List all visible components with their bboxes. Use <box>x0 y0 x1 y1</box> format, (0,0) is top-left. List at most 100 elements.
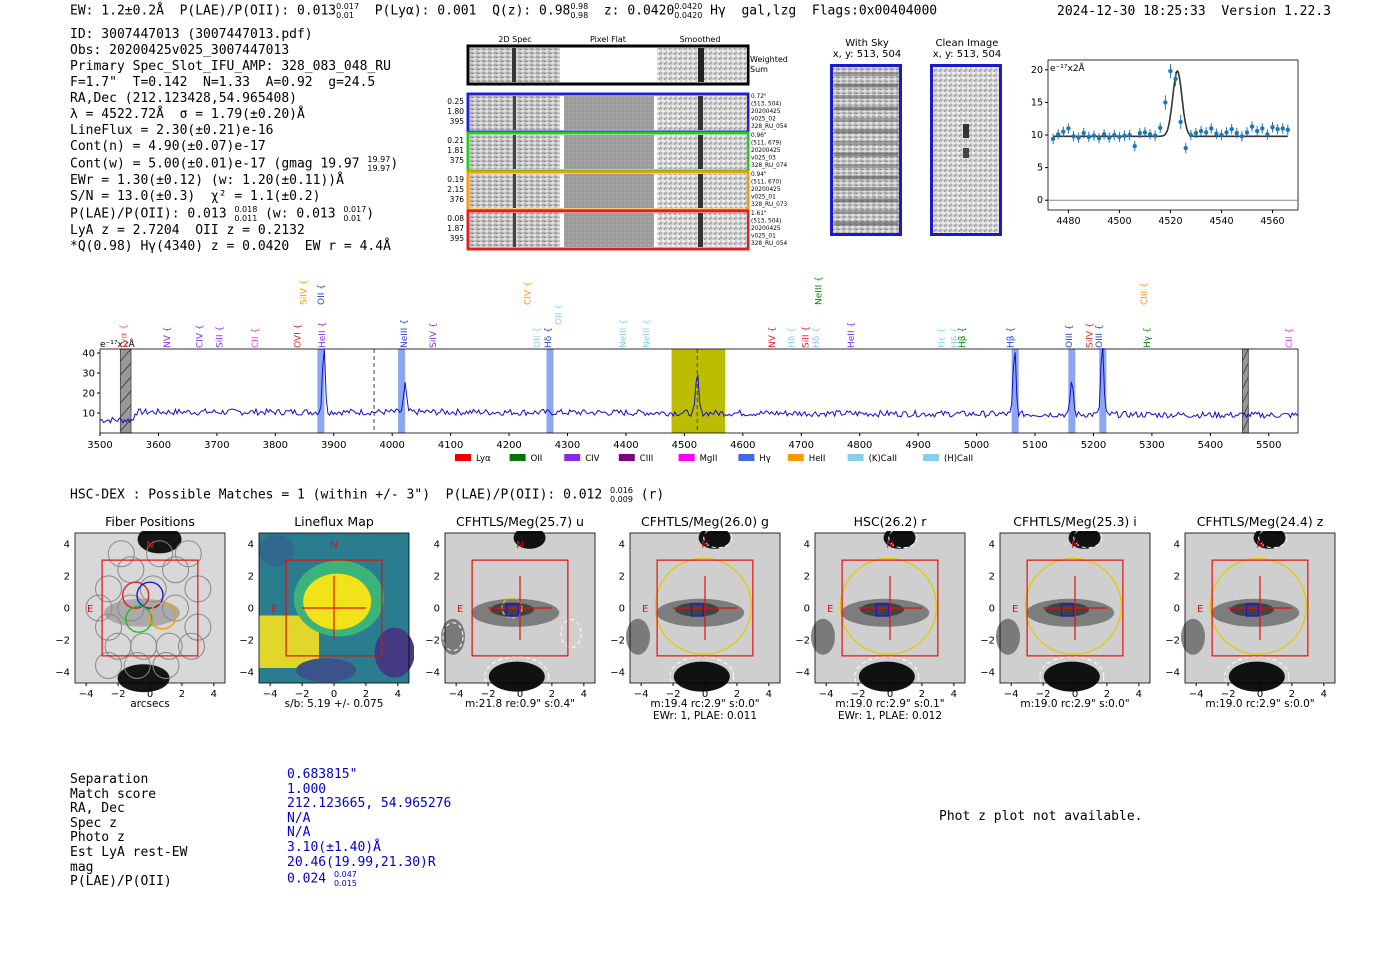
fit-data-point <box>1147 132 1153 137</box>
spec-xtick-label: 3900 <box>321 440 346 451</box>
panel-xtick-label: 4 <box>1321 689 1327 700</box>
emission-line-label: Hβ { <box>1006 327 1016 348</box>
legend-swatch <box>564 454 581 461</box>
cutout-smoothed-trace <box>698 213 703 247</box>
emission-line-label: Hδ { <box>950 327 960 348</box>
detection-info: ID: 3007447013 (3007447013.pdf) Obs: 202… <box>70 27 398 255</box>
legend-label: Lyα <box>476 454 491 464</box>
fit-ytick-label: 15 <box>1031 97 1043 108</box>
panel-ytick-label: 0 <box>619 604 625 615</box>
search-box <box>101 559 199 657</box>
emission-line-label: NeIII { <box>400 319 410 348</box>
compass-east: E <box>642 604 648 615</box>
fiber-circle <box>146 540 174 568</box>
cutout-pixelflat <box>564 213 654 247</box>
line-highlight-band <box>398 349 406 433</box>
legend-swatch <box>618 454 635 461</box>
cutout-line-trace <box>513 96 516 130</box>
emission-line-label: SiIV { <box>429 322 439 348</box>
emission-line-label: NV { <box>768 327 778 348</box>
fit-data-point <box>1117 134 1122 140</box>
info-lya-z: LyA z = 2.7204 OII z = 0.2132 <box>70 223 305 238</box>
fiber-circle <box>95 575 123 603</box>
panel-xtick-label: 4 <box>581 689 587 700</box>
panel-xtick-label: −2 <box>481 689 496 700</box>
masked-hatch <box>120 348 132 362</box>
fit-data-point <box>1275 126 1280 132</box>
fit-data-point <box>1244 130 1250 135</box>
summary-label: Match score <box>70 786 157 802</box>
compass-east: E <box>1197 604 1203 615</box>
summary-label: mag <box>70 859 94 875</box>
panel-xtick-label: 2 <box>363 689 369 700</box>
cutout-smoothed-trace <box>698 96 703 130</box>
emission-line-label: CIV { <box>195 324 205 348</box>
panel-title: CFHTLS/Meg(25.7) u <box>456 514 584 529</box>
fiber-circle <box>123 651 151 679</box>
header-plae-range: 0.017 0.01 <box>336 2 360 20</box>
bright-source <box>1043 661 1100 692</box>
cutout-right-label: (513, 504) <box>751 219 781 225</box>
panel-ytick-label: −4 <box>795 667 810 678</box>
fiber-circle-blue <box>136 581 164 609</box>
sky-stripe <box>834 129 898 134</box>
fit-plot-area <box>1047 59 1299 211</box>
compass-north: N <box>330 540 337 551</box>
emission-line-label: SiII { <box>216 326 226 348</box>
fit-data-point <box>1270 124 1275 130</box>
flux-blob <box>258 534 295 567</box>
cutout-left-label: 375 <box>450 156 465 165</box>
spec-xtick-label: 4200 <box>496 440 521 451</box>
panel-xtick-label: 2 <box>549 689 555 700</box>
summary-value: N/A <box>287 825 311 841</box>
spec-xtick-label: 5000 <box>964 440 989 451</box>
fit-data-point <box>1056 132 1061 137</box>
sky-stripe <box>834 187 898 191</box>
emission-line-label: NeIII { <box>815 276 825 305</box>
image-panel: Fiber Positions N E −4 −2 0 2 4 −4 −2 0 2 4 arcsecs <box>55 511 230 726</box>
panel-ytick-label: −2 <box>425 635 440 646</box>
panel-xtick-label: −4 <box>819 689 834 700</box>
fiber-circle <box>85 594 113 622</box>
info-lambda: λ = 4522.72Å σ = 1.79(±0.20)Å <box>70 107 305 122</box>
image-panel: CFHTLS/Meg(25.3) i N E −4 −2 0 2 4 −4 −2 0 2 4 m:19.0… <box>980 511 1155 726</box>
masked-hatch <box>1242 376 1249 390</box>
panel-yaxis: −4 −2 0 2 4 <box>610 540 625 679</box>
spec-ytick-label: 20 <box>82 389 95 400</box>
bright-source <box>513 531 546 549</box>
panel-xtick-label: 2 <box>734 689 740 700</box>
panel-image: N E −4 −2 0 2 4 <box>258 532 414 700</box>
info-radec: RA,Dec (212.123428,54.965408) <box>70 91 297 106</box>
fit-data-point <box>1081 130 1086 136</box>
emission-line-label: Hδ { <box>787 327 797 348</box>
cutout-right-label: 20200425 <box>751 109 781 115</box>
panel-xtick-label: −2 <box>1036 689 1051 700</box>
panel-xtick-label: 2 <box>1289 689 1295 700</box>
spec-xtick-label: 3700 <box>204 440 229 451</box>
fit-data-point <box>1163 100 1168 105</box>
panel-ytick-label: −4 <box>610 667 625 678</box>
summary-value: 1.000 <box>287 781 327 797</box>
search-box <box>285 559 383 657</box>
spec-xtick-label: 5400 <box>1198 440 1223 451</box>
fit-data-point <box>1127 132 1132 138</box>
spec-xtick-label: 3600 <box>146 440 171 451</box>
panel-image: N E −4 −2 0 2 4 <box>440 531 596 700</box>
panel-ytick-label: −2 <box>239 635 254 646</box>
summary-label: Spec z <box>70 815 117 831</box>
col-header-2dspec: 2D Spec <box>498 35 531 44</box>
panel-xtick-label: −2 <box>111 689 126 700</box>
spec-xtick-label: 5200 <box>1081 440 1106 451</box>
fiber-circle <box>95 651 123 679</box>
fit-data-point <box>1239 134 1245 139</box>
panel-xtick-label: −4 <box>263 689 278 700</box>
legend-swatch <box>787 454 804 461</box>
fit-data-point <box>1203 130 1209 135</box>
compass-north: N <box>886 540 893 551</box>
panel-ytick-label: −2 <box>1165 635 1180 646</box>
fit-data-point <box>1066 126 1071 131</box>
col-header-pixelflat: Pixel Flat <box>590 35 626 44</box>
compass-north: N <box>146 540 153 551</box>
panel-xtick-label: −2 <box>851 689 866 700</box>
